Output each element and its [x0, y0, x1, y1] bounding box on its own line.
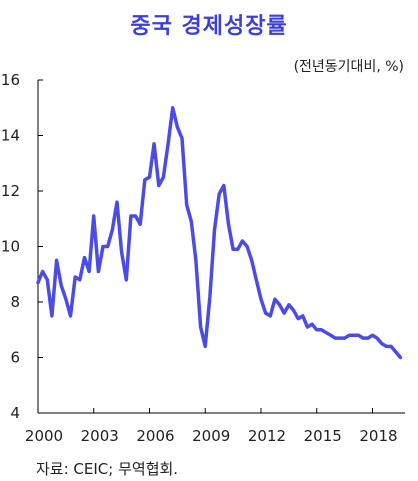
y-tick-label: 14: [1, 127, 20, 145]
x-tick-label: 2018: [359, 427, 397, 445]
x-tick-label: 2015: [304, 427, 342, 445]
axes: [37, 80, 405, 414]
x-tick-label: 2000: [25, 427, 63, 445]
unit-label: (전년동기대비, %): [293, 59, 404, 75]
y-tick-label: 8: [10, 293, 20, 311]
x-tick-label: 2003: [81, 427, 119, 445]
x-axis-ticks: 2000 2003 2006 2009 2012 2015 2018: [25, 408, 398, 445]
series-line: [36, 106, 403, 360]
y-tick-label: 12: [1, 182, 20, 200]
y-tick-label: 16: [1, 71, 20, 89]
x-tick-label: 2006: [136, 427, 174, 445]
source-note: 자료: CEIC; 무역협회.: [36, 460, 179, 478]
x-tick-label: 2012: [248, 427, 286, 445]
y-tick-label: 4: [10, 404, 20, 422]
y-tick-label: 6: [10, 349, 20, 367]
y-tick-label: 10: [1, 238, 20, 256]
y-axis-ticks: 4 6 8 10 12 14 16: [1, 71, 43, 422]
chart-title: 중국 경제성장률: [130, 14, 288, 39]
x-tick-label: 2009: [192, 427, 230, 445]
series-layer: [36, 106, 403, 360]
